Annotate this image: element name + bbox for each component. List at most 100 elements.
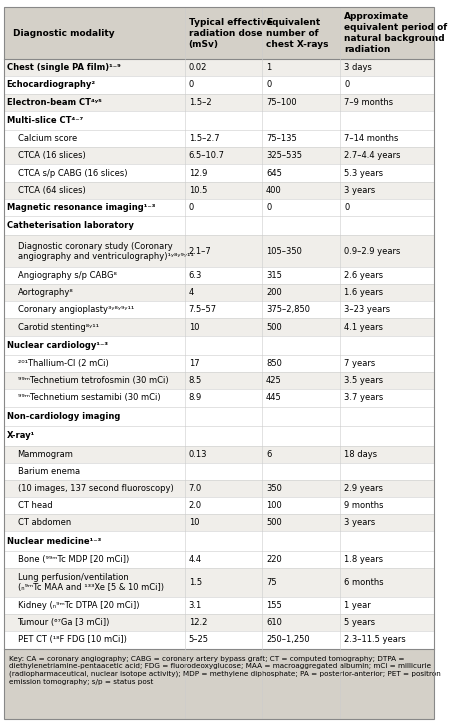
Bar xyxy=(4,406,434,426)
Text: 3.7 years: 3.7 years xyxy=(344,393,383,403)
Bar xyxy=(4,267,434,284)
Text: 1.5–2: 1.5–2 xyxy=(189,97,211,107)
Bar xyxy=(4,7,434,60)
Text: 445: 445 xyxy=(266,393,282,403)
Text: Equivalent
number of
chest X-rays: Equivalent number of chest X-rays xyxy=(266,17,328,49)
Bar xyxy=(4,531,434,551)
Text: Key: CA = coronary angiography; CABG = coronary artery bypass graft; CT = comput: Key: CA = coronary angiography; CABG = c… xyxy=(9,656,440,685)
Text: ⁹⁹ᵐTechnetium sestamibi (30 mCi): ⁹⁹ᵐTechnetium sestamibi (30 mCi) xyxy=(18,393,160,403)
Text: 7–9 months: 7–9 months xyxy=(344,97,393,107)
Bar xyxy=(4,390,434,406)
Text: 0.13: 0.13 xyxy=(189,450,207,459)
Text: 250–1,250: 250–1,250 xyxy=(266,635,310,644)
Bar xyxy=(4,568,434,597)
Text: 6.3: 6.3 xyxy=(189,271,202,280)
Text: Echocardiography²: Echocardiography² xyxy=(7,81,96,89)
Text: 75: 75 xyxy=(266,578,277,587)
Text: 10.5: 10.5 xyxy=(189,185,207,195)
Text: 350: 350 xyxy=(266,484,282,493)
Text: 3–23 years: 3–23 years xyxy=(344,305,391,314)
Text: 6.5–10.7: 6.5–10.7 xyxy=(189,151,225,161)
Text: 315: 315 xyxy=(266,271,282,280)
Text: Multi-slice CT⁴⁻⁷: Multi-slice CT⁴⁻⁷ xyxy=(7,116,83,125)
Text: 3 years: 3 years xyxy=(344,518,375,527)
Text: 0: 0 xyxy=(344,81,349,89)
Bar xyxy=(4,648,434,719)
Text: Kidney (ₙ⁹ᵐTc DTPA [20 mCi]): Kidney (ₙ⁹ᵐTc DTPA [20 mCi]) xyxy=(18,601,139,610)
Text: Calcium score: Calcium score xyxy=(18,134,77,143)
Bar xyxy=(4,446,434,463)
Text: Lung perfusion/ventilation
(ₙ⁹ᵐTc MAA and ¹³³Xe [5 & 10 mCi]): Lung perfusion/ventilation (ₙ⁹ᵐTc MAA an… xyxy=(18,573,164,593)
Text: 425: 425 xyxy=(266,377,282,385)
Bar xyxy=(4,480,434,497)
Text: 7–14 months: 7–14 months xyxy=(344,134,399,143)
Text: Bone (⁹⁹ᵐTc MDP [20 mCi]): Bone (⁹⁹ᵐTc MDP [20 mCi]) xyxy=(18,555,129,564)
Bar xyxy=(4,463,434,480)
Text: CTCA (16 slices): CTCA (16 slices) xyxy=(18,151,85,161)
Text: 7.0: 7.0 xyxy=(189,484,202,493)
Text: Angiography s/p CABG⁸: Angiography s/p CABG⁸ xyxy=(18,271,117,280)
Bar xyxy=(4,614,434,632)
Text: 7.5–57: 7.5–57 xyxy=(189,305,217,314)
Text: Aortography⁸: Aortography⁸ xyxy=(18,289,73,297)
Bar xyxy=(4,356,434,372)
Text: 0: 0 xyxy=(266,81,271,89)
Text: CTCA (64 slices): CTCA (64 slices) xyxy=(18,185,85,195)
Bar xyxy=(4,514,434,531)
Bar xyxy=(4,182,434,198)
Text: Tumour (⁶⁷Ga [3 mCi]): Tumour (⁶⁷Ga [3 mCi]) xyxy=(18,619,110,627)
Text: 400: 400 xyxy=(266,185,282,195)
Text: 4.4: 4.4 xyxy=(189,555,202,564)
Text: 3.1: 3.1 xyxy=(189,601,202,610)
Bar xyxy=(4,236,434,267)
Text: ²⁰¹Thallium-Cl (2 mCi): ²⁰¹Thallium-Cl (2 mCi) xyxy=(18,359,108,369)
Text: 610: 610 xyxy=(266,619,282,627)
Text: Coronary angioplasty³ʸ⁸ʸ⁹ʸ¹¹: Coronary angioplasty³ʸ⁸ʸ⁹ʸ¹¹ xyxy=(18,305,134,314)
Text: 100: 100 xyxy=(266,501,282,510)
Text: Chest (single PA film)¹⁻⁹: Chest (single PA film)¹⁻⁹ xyxy=(7,63,120,72)
Bar xyxy=(4,130,434,148)
Text: Approximate
equivalent period of
natural background
radiation: Approximate equivalent period of natural… xyxy=(344,12,447,55)
Text: 3 days: 3 days xyxy=(344,63,372,72)
Text: 105–350: 105–350 xyxy=(266,246,302,256)
Text: 220: 220 xyxy=(266,555,282,564)
Text: 3 years: 3 years xyxy=(344,185,375,195)
Text: 0: 0 xyxy=(344,203,349,212)
Text: 500: 500 xyxy=(266,323,282,332)
Bar xyxy=(4,164,434,182)
Bar xyxy=(4,216,434,236)
Text: 2.6 years: 2.6 years xyxy=(344,271,383,280)
Text: CT head: CT head xyxy=(18,501,52,510)
Text: 155: 155 xyxy=(266,601,282,610)
Text: 8.5: 8.5 xyxy=(189,377,202,385)
Text: 12.9: 12.9 xyxy=(189,169,207,177)
Text: 375–2,850: 375–2,850 xyxy=(266,305,310,314)
Text: 200: 200 xyxy=(266,289,282,297)
Text: 2.0: 2.0 xyxy=(189,501,202,510)
Bar xyxy=(4,94,434,111)
Text: 500: 500 xyxy=(266,518,282,527)
Text: Nuclear cardiology¹⁻³: Nuclear cardiology¹⁻³ xyxy=(7,341,108,350)
Text: Magnetic resonance imaging¹⁻³: Magnetic resonance imaging¹⁻³ xyxy=(7,203,155,212)
Text: 0: 0 xyxy=(189,203,194,212)
Text: 2.1–7: 2.1–7 xyxy=(189,246,211,256)
Bar xyxy=(4,632,434,648)
Text: (10 images, 137 second fluoroscopy): (10 images, 137 second fluoroscopy) xyxy=(18,484,173,493)
Bar xyxy=(4,302,434,318)
Bar xyxy=(4,318,434,336)
Text: 6 months: 6 months xyxy=(344,578,384,587)
Text: 18 days: 18 days xyxy=(344,450,377,459)
Bar xyxy=(4,284,434,302)
Bar xyxy=(4,198,434,216)
Text: 1: 1 xyxy=(266,63,271,72)
Text: 1.6 years: 1.6 years xyxy=(344,289,383,297)
Bar xyxy=(4,426,434,446)
Text: 75–135: 75–135 xyxy=(266,134,297,143)
Bar xyxy=(4,497,434,514)
Text: 4: 4 xyxy=(189,289,194,297)
Text: X-ray¹: X-ray¹ xyxy=(7,431,35,441)
Text: 9 months: 9 months xyxy=(344,501,384,510)
Text: Diagnostic modality: Diagnostic modality xyxy=(13,29,115,38)
Text: 3.5 years: 3.5 years xyxy=(344,377,383,385)
Bar xyxy=(4,597,434,614)
